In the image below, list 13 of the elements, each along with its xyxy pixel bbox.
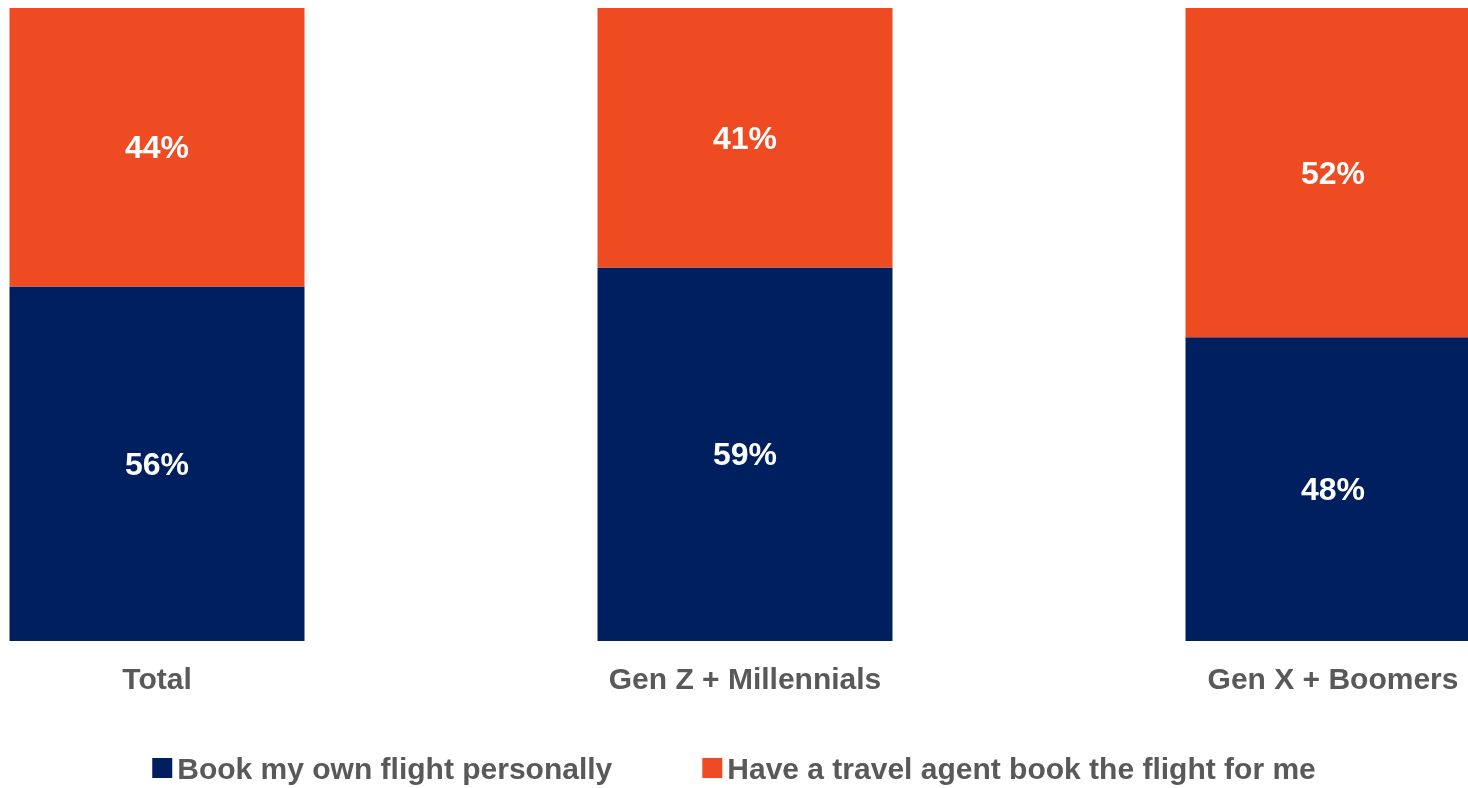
data-label: 44% [124,129,190,166]
data-label: 48% [1300,471,1366,508]
data-label: 52% [1300,154,1366,191]
legend-label: Book my own flight personally [177,751,613,785]
bar [9,286,305,641]
legend-label: Have a travel agent book the flight for me [727,751,1316,785]
x-tick-label: Gen X + Boomers [1207,661,1459,695]
data-label: 56% [124,445,190,482]
x-tick-label: Gen Z + Millennials [608,661,882,695]
bar [9,8,305,287]
x-tick-label: Total [122,661,192,695]
data-label: 59% [712,436,778,473]
data-label: 41% [712,119,778,156]
